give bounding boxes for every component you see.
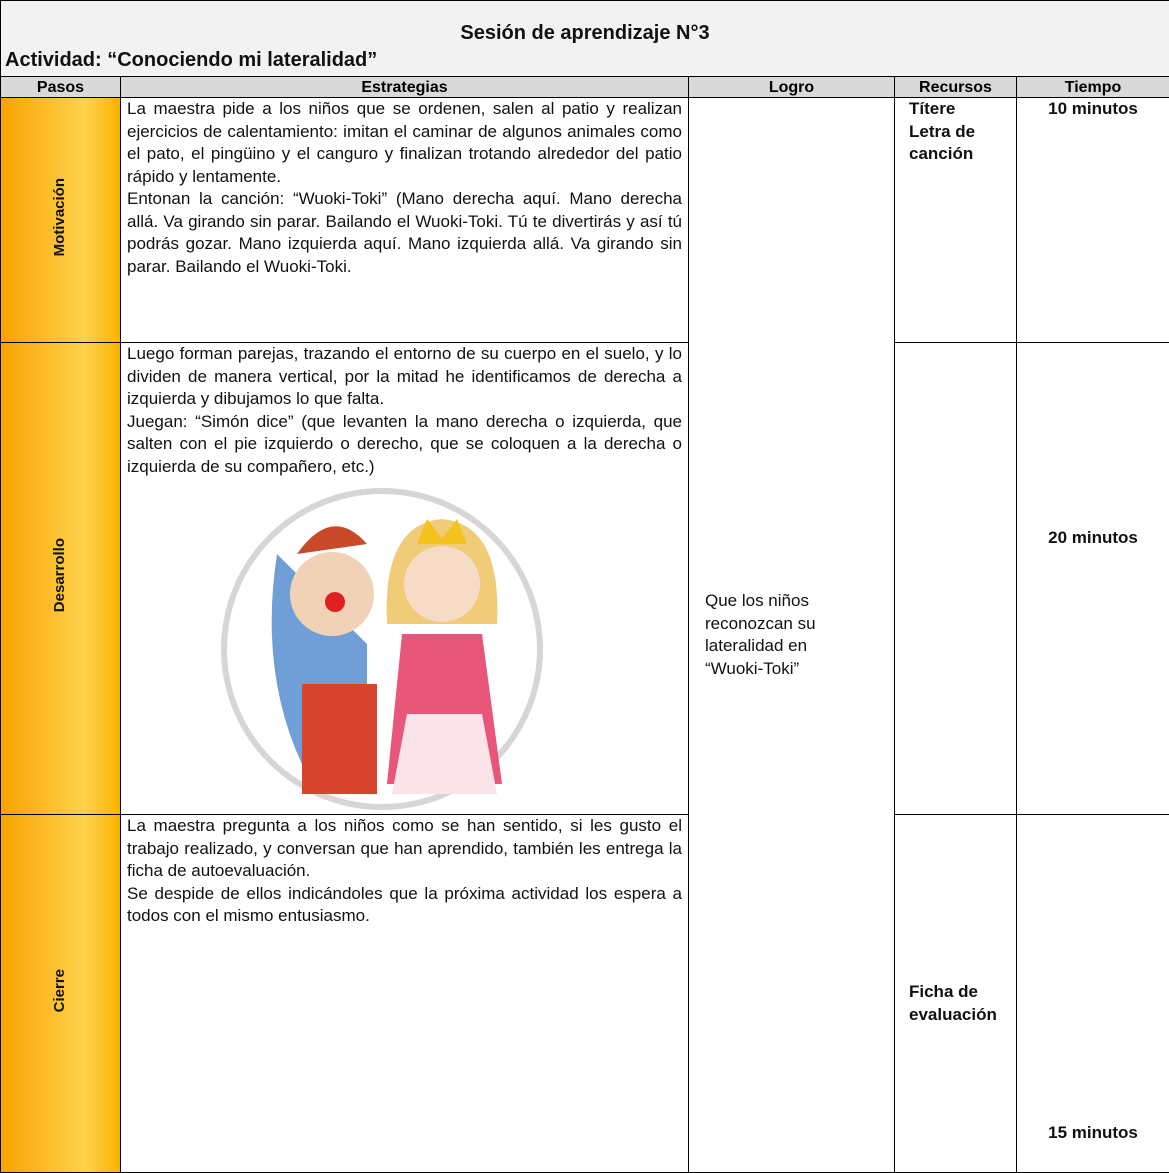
strategy-paragraph: La maestra pregunta a los niños como se … (127, 815, 682, 883)
time: 20 minutos (1023, 527, 1163, 550)
step-row: Desarrollo Luego forman parejas, trazando… (1, 343, 1169, 815)
step-row: Cierre La maestra pregunta a los niños co… (1, 815, 1169, 1173)
step-label: Motivación (49, 178, 72, 256)
title: Sesión de aprendizaje N°3 (5, 20, 1165, 47)
column-header: Recursos (895, 77, 1017, 98)
resources-cell (895, 343, 1017, 815)
time-cell: 15 minutos (1017, 815, 1169, 1173)
column-header: Pasos (1, 77, 121, 98)
resources-cell: Ficha de evaluación (895, 815, 1017, 1173)
time-cell: 10 minutos (1017, 98, 1169, 343)
strategy-paragraph: Se despide de ellos indicándoles que la … (127, 883, 682, 928)
title-row: Sesión de aprendizaje N°3 Actividad: “Co… (1, 1, 1169, 77)
puppet-image (217, 484, 547, 814)
strategies-cell: La maestra pide a los niños que se orden… (121, 98, 689, 343)
resource: Letra de canción (909, 121, 1010, 166)
step-row: Motivación La maestra pide a los niños qu… (1, 98, 1169, 343)
page: {"header": {"title": "Sesión de aprendiz… (0, 0, 1169, 1064)
step-label: Desarrollo (49, 538, 72, 612)
body: Sesión de aprendizaje N°3 Actividad: “Co… (0, 0, 1169, 1064)
time: 15 minutos (1023, 1122, 1163, 1145)
resource: Títere (909, 98, 1010, 121)
column-header: Logro (689, 77, 895, 98)
strategy-paragraph: Entonan la canción: “Wuoki-Toki” (Mano d… (127, 188, 682, 278)
achievement-cell: Que los niños reconozcan su lateralidad … (689, 98, 895, 1173)
strategy-paragraph: Luego forman parejas, trazando el entorn… (127, 343, 682, 411)
time-cell: 20 minutos (1017, 343, 1169, 815)
time: 10 minutos (1023, 98, 1163, 121)
step-cell: Cierre (1, 815, 121, 1173)
achievement: Que los niños reconozcan su lateralidad … (705, 590, 840, 680)
title-cell: Sesión de aprendizaje N°3 Actividad: “Co… (1, 1, 1169, 77)
step-cell: Motivación (1, 98, 121, 343)
strategies-cell: Luego forman parejas, trazando el entorn… (121, 343, 689, 815)
activity: Actividad: “Conociendo mi lateralidad” (5, 47, 1165, 74)
strategy-paragraph: La maestra pide a los niños que se orden… (127, 98, 682, 188)
column-header: Estrategias (121, 77, 689, 98)
step-cell: Desarrollo (1, 343, 121, 815)
strategy-paragraph: Juegan: “Simón dice” (que levanten la ma… (127, 411, 682, 479)
step-label: Cierre (49, 969, 72, 1012)
resource: Ficha de evaluación (909, 981, 1010, 1026)
column-header: Tiempo (1017, 77, 1169, 98)
strategies-cell: La maestra pregunta a los niños como se … (121, 815, 689, 1173)
